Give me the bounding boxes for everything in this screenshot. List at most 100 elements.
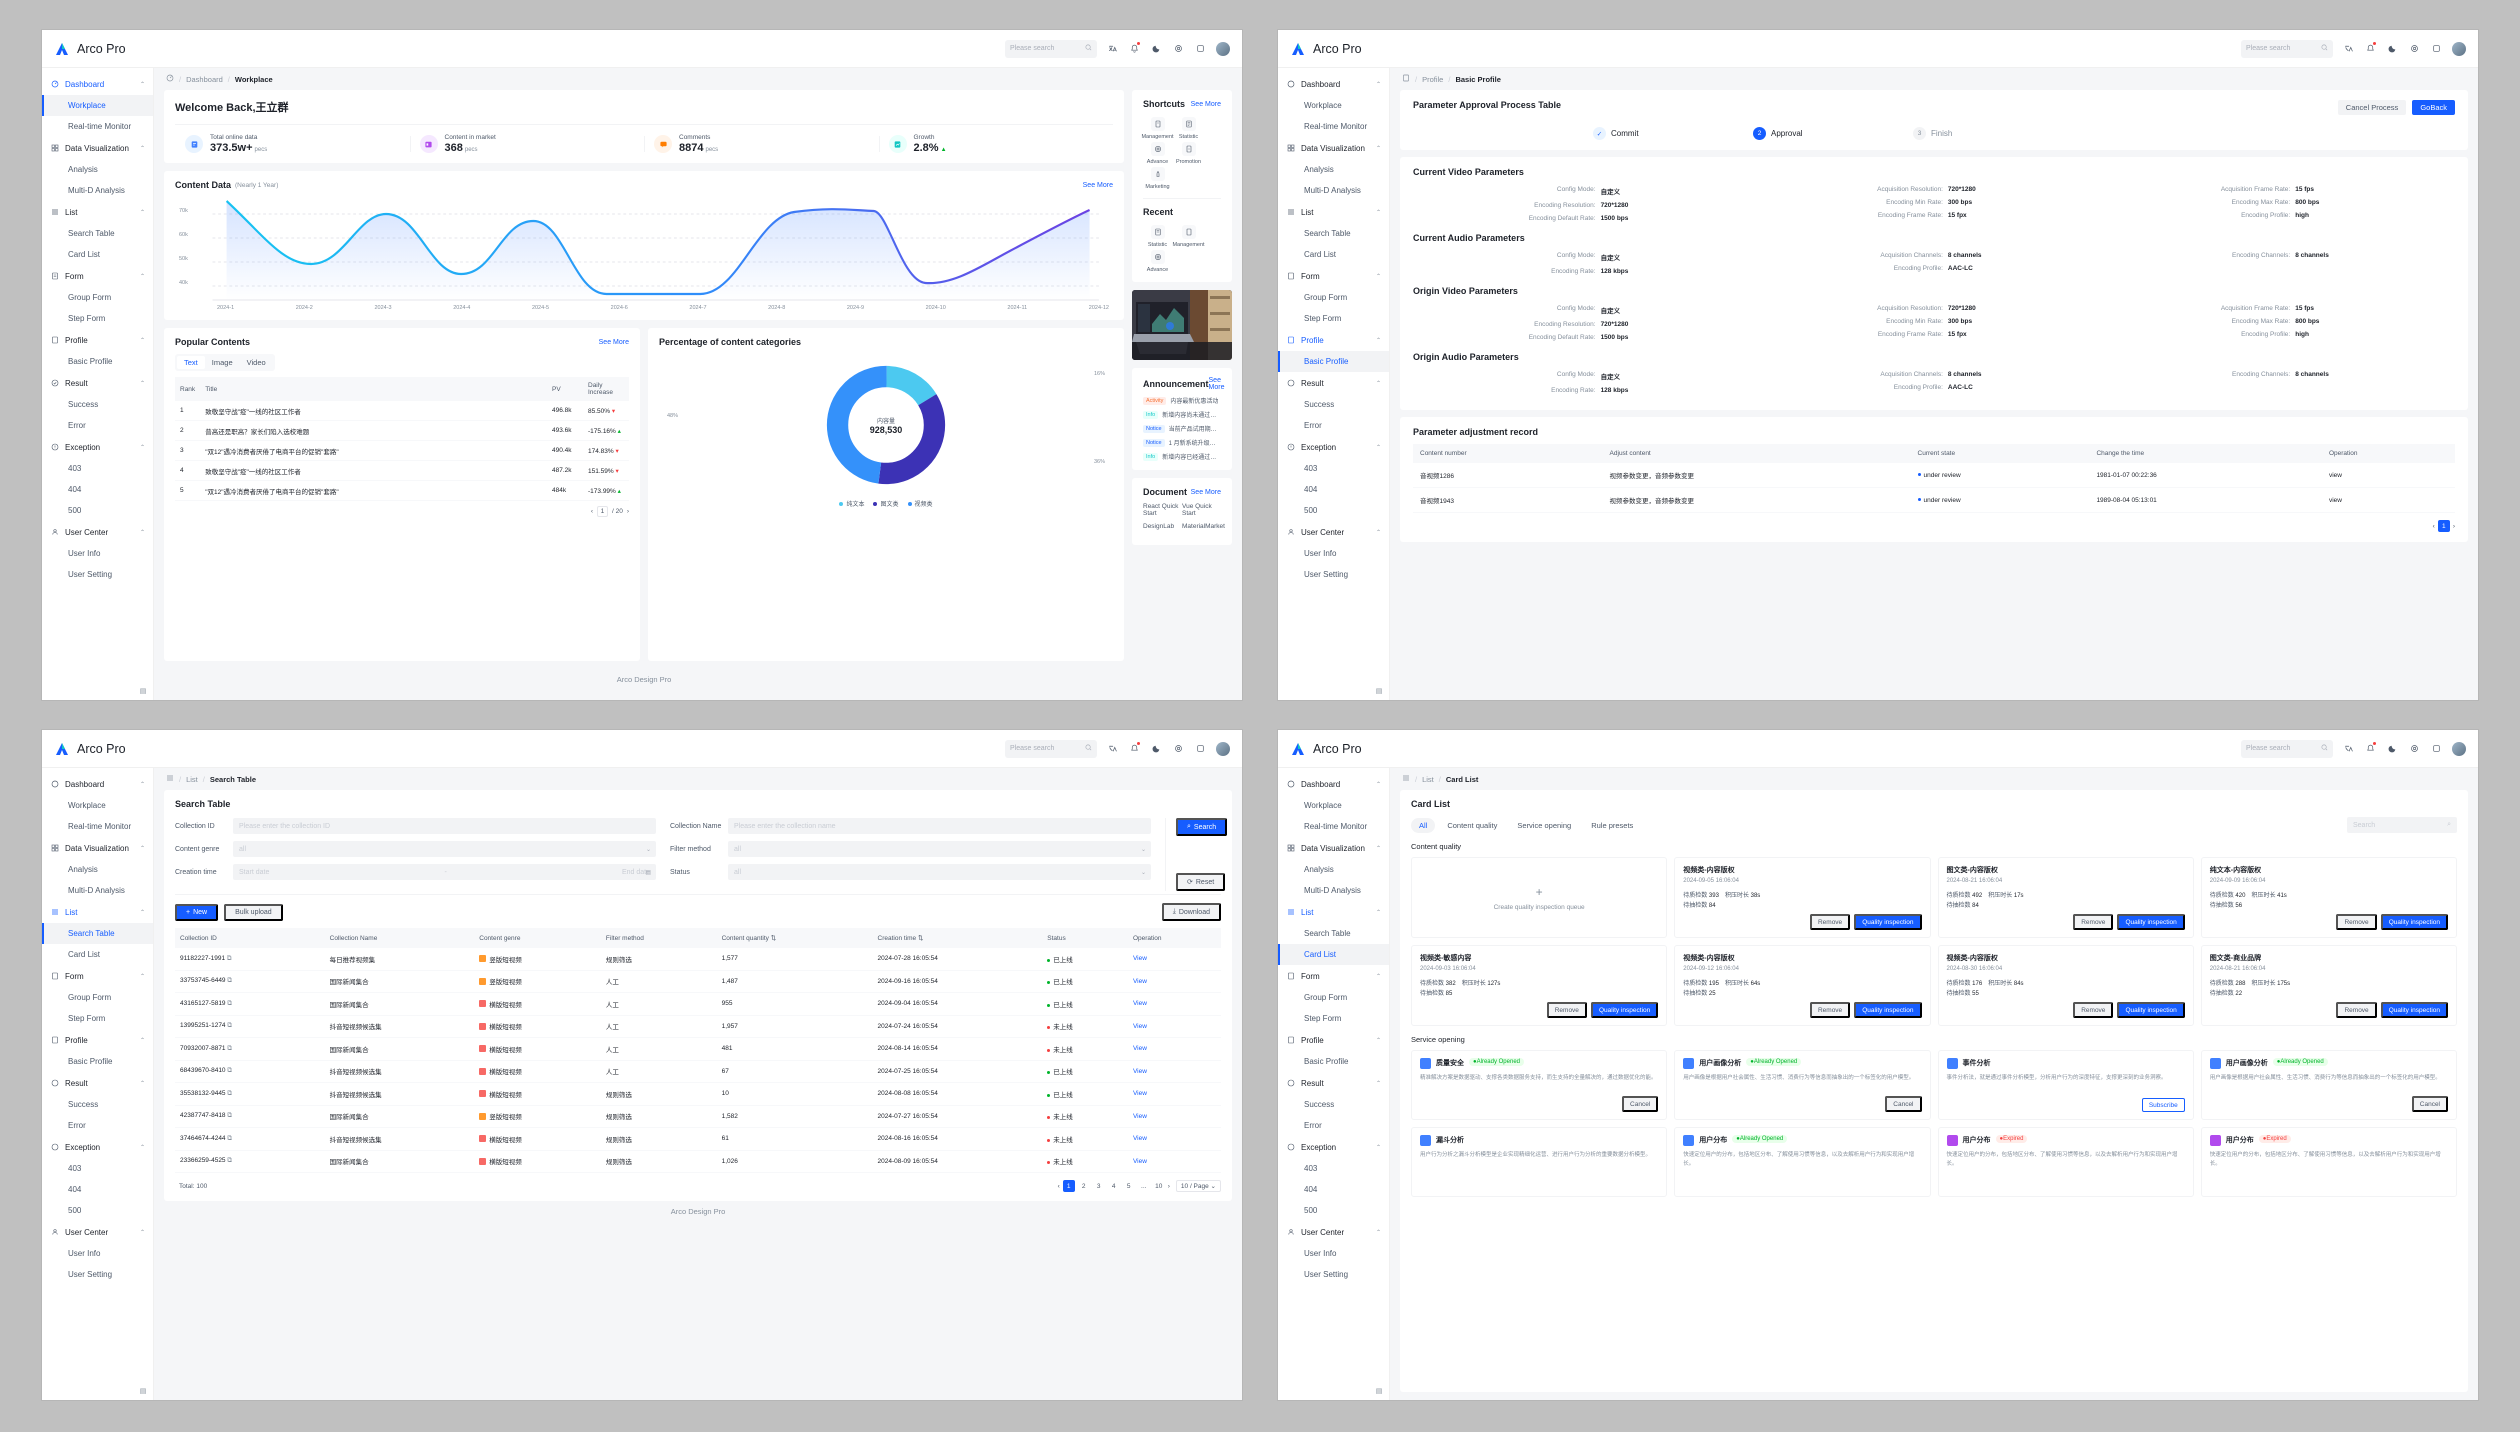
table-row[interactable]: 68439670-8410 ⧉ 抖音短视频候选集 横版短视频 人工 67 2024-07-… [175,1060,1221,1083]
sidebar-group-data-visualization[interactable]: Data Visualization ⌃ [42,837,153,859]
copy-icon[interactable]: ⧉ [227,977,233,985]
tab-image[interactable]: Image [211,358,233,367]
global-search-input[interactable]: Please search [1005,39,1097,58]
status-select[interactable]: all ⌄ [728,864,1151,880]
sidebar-group-result[interactable]: Result ⌃ [42,372,153,394]
recent-statistic[interactable]: Statistic [1143,225,1172,248]
create-queue-card[interactable]: + Create quality inspection queue [1411,857,1668,938]
sidebar-group-dashboard[interactable]: Dashboard ⌃ [42,773,153,795]
sidebar-group-profile[interactable]: Profile ⌃ [42,1029,153,1051]
sidebar-item-group-form[interactable]: Group Form [42,287,153,308]
table-row[interactable]: 3 "双12"遇冷消费者厌倦了电商平台的促销"套路" 490.4k 174.83% ▾ [175,440,629,461]
copy-icon[interactable]: ⧉ [227,999,233,1007]
table-row[interactable]: 音视频1286 视频参数变更，音频参数变更 under review 1981-01-… [1413,463,2455,488]
notification-icon[interactable] [1128,742,1141,755]
sidebar-group-form[interactable]: Form ⌃ [1278,965,1389,987]
sidebar-item-500[interactable]: 500 [1304,506,1318,515]
table-row[interactable]: 23366259-4525 ⧉ 国际新闻集合 横版短视频 规则筛选 1,026 2024-… [175,1150,1221,1173]
sidebar-item-404[interactable]: 404 [42,479,153,500]
sidebar-group-list[interactable]: List ⌃ [1278,201,1389,223]
sidebar-item-realtime-monitor[interactable]: Real-time Monitor [68,822,132,831]
sidebar-item-user-setting[interactable]: User Setting [1304,570,1349,579]
service-card[interactable]: 用户画像分析 ●Already Opened 用户画像是根据用户社会属性、生活习惯、… [1674,1050,1931,1120]
sidebar-group-data-visualization[interactable]: Data Visualization ⌃ [42,137,153,159]
sidebar-item-workplace[interactable]: Workplace [1304,801,1342,810]
sidebar-item-403[interactable]: 403 [68,1164,82,1173]
collection-name-input[interactable]: Please enter the collection name [728,818,1151,834]
sidebar-collapse-button[interactable]: ▤ [1375,1388,1383,1395]
cell-operation[interactable]: View [1127,992,1221,1016]
settings-icon[interactable] [2408,742,2421,755]
table-row[interactable]: 70932007-8871 ⧉ 国际新闻集合 横版短视频 人工 481 2024-08-1… [175,1037,1221,1061]
quality-card[interactable]: 图文类-内容版权 2024-08-21 16:06:04 待质检数 492 积压时长 … [1937,857,2194,938]
sidebar-item-search-table[interactable]: Search Table [42,223,153,244]
cell-operation[interactable]: View [1127,948,1221,971]
dark-mode-icon[interactable] [2386,42,2399,55]
recent-advance[interactable]: Advance [1143,250,1172,273]
page-number[interactable]: 1 [596,506,608,517]
sidebar-item-success[interactable]: Success [1304,1100,1335,1109]
language-icon[interactable] [2342,42,2355,55]
tab-text[interactable]: Text [177,356,205,369]
sidebar-item-500[interactable]: 500 [1304,1206,1318,1215]
shortcut-marketing[interactable]: Marketing [1143,167,1172,190]
card-list-search-input[interactable]: Search ⌕ [2347,817,2457,833]
col-creation-time[interactable]: Creation time ⇅ [872,928,1043,948]
copy-icon[interactable]: ⧉ [227,1157,233,1165]
quality-card[interactable]: 图文类-商业品牌 2024-08-21 16:06:04 待质检数 288 积压时长 … [2200,945,2457,1026]
cancel-button[interactable]: Cancel [1885,1096,1922,1112]
cancel-button[interactable]: Cancel [2411,1096,2448,1112]
sidebar-group-list[interactable]: List ⌃ [42,201,153,223]
sidebar-group-profile[interactable]: Profile ⌃ [1278,1029,1389,1051]
quality-card[interactable]: 视频类-内容版权 2024-09-05 16:06:04 待质检数 393 积压时长 … [1674,857,1931,938]
remove-button[interactable]: Remove [2073,914,2114,930]
sidebar-group-dashboard[interactable]: Dashboard ⌃ [1278,773,1389,795]
remove-button[interactable]: Remove [2336,1002,2377,1018]
breadcrumb-item-list[interactable]: List [186,774,198,784]
remove-button[interactable]: Remove [1546,1002,1587,1018]
cell-operation[interactable]: View [1127,1060,1221,1083]
document-link[interactable]: MaterialMarket [1182,523,1225,530]
sidebar-item-search-table[interactable]: Search Table [1304,929,1351,938]
sidebar-item-500[interactable]: 500 [68,1206,82,1215]
sidebar-item-multid-analysis[interactable]: Multi-D Analysis [42,180,153,201]
sidebar-item-user-setting[interactable]: User Setting [1304,1270,1349,1279]
tab-rule-presets[interactable]: Rule presets [1591,820,1634,830]
quality-card[interactable]: 纯文本-内容版权 2024-09-09 16:06:04 待质检数 420 积压时长 … [2200,857,2457,938]
table-row[interactable]: 1 致敬坚守战"疫"一线的社区工作者 496.8k 85.50% ▾ [175,401,629,421]
sidebar-item-analysis[interactable]: Analysis [68,865,98,874]
sidebar-item-realtime-monitor[interactable]: Real-time Monitor [1304,822,1368,831]
sidebar-collapse-button[interactable]: ▤ [139,688,147,695]
sidebar-item-user-info[interactable]: User Info [68,1249,101,1258]
quality-card[interactable]: 视频类-敏感内容 2024-09-03 16:06:04 待质检数 382 积压时长 … [1411,945,1668,1026]
sidebar-item-error[interactable]: Error [1304,1121,1322,1130]
quality-inspection-button[interactable]: Quality inspection [2380,914,2448,930]
sidebar-group-exception[interactable]: Exception ⌃ [1278,436,1389,458]
sidebar-collapse-button[interactable]: ▤ [139,1388,147,1395]
cell-operation[interactable]: View [1127,970,1221,993]
document-link[interactable]: React Quick Start [1143,503,1179,517]
dark-mode-icon[interactable] [1150,42,1163,55]
sidebar-item-basic-profile[interactable]: Basic Profile [1278,351,1389,372]
sidebar-item-search-table[interactable]: Search Table [1304,229,1351,238]
table-row[interactable]: 音视频1943 视频参数变更，音频参数变更 under review 1989-08-… [1413,487,2455,513]
quality-inspection-button[interactable]: Quality inspection [1854,1002,1922,1018]
copy-icon[interactable]: ⧉ [227,1134,233,1142]
table-row[interactable]: 42387747-8418 ⧉ 国际新闻集合 竖版短视频 规则筛选 1,582 2024-… [175,1105,1221,1128]
page-1[interactable]: 1 [1062,1180,1075,1192]
sidebar-item-success[interactable]: Success [42,394,153,415]
user-avatar[interactable] [2452,41,2466,56]
sidebar-item-error[interactable]: Error [42,415,153,436]
app-logo[interactable]: Arco Pro [54,41,204,57]
service-card[interactable]: 质量安全 ●Already Opened 精准解决方案是数据驱动、支撑各类数据服务支… [1411,1050,1668,1120]
settings-icon[interactable] [1172,742,1185,755]
search-button[interactable]: ⌕ Search [1176,818,1228,836]
sidebar-item-404[interactable]: 404 [68,1185,82,1194]
quality-inspection-button[interactable]: Quality inspection [2117,914,2185,930]
sidebar-group-user-center[interactable]: User Center ⌃ [1278,521,1389,543]
quality-card[interactable]: 视频类-内容版权 2024-09-12 16:06:04 待质检数 195 积压时长 … [1674,945,1931,1026]
sidebar-group-user-center[interactable]: User Center ⌃ [42,1221,153,1243]
quality-card[interactable]: 视频类-内容版权 2024-08-30 16:06:04 待质检数 176 积压时长 … [1937,945,2194,1026]
sidebar-item-analysis[interactable]: Analysis [42,159,153,180]
sidebar-group-dashboard[interactable]: Dashboard ⌃ [42,73,153,95]
